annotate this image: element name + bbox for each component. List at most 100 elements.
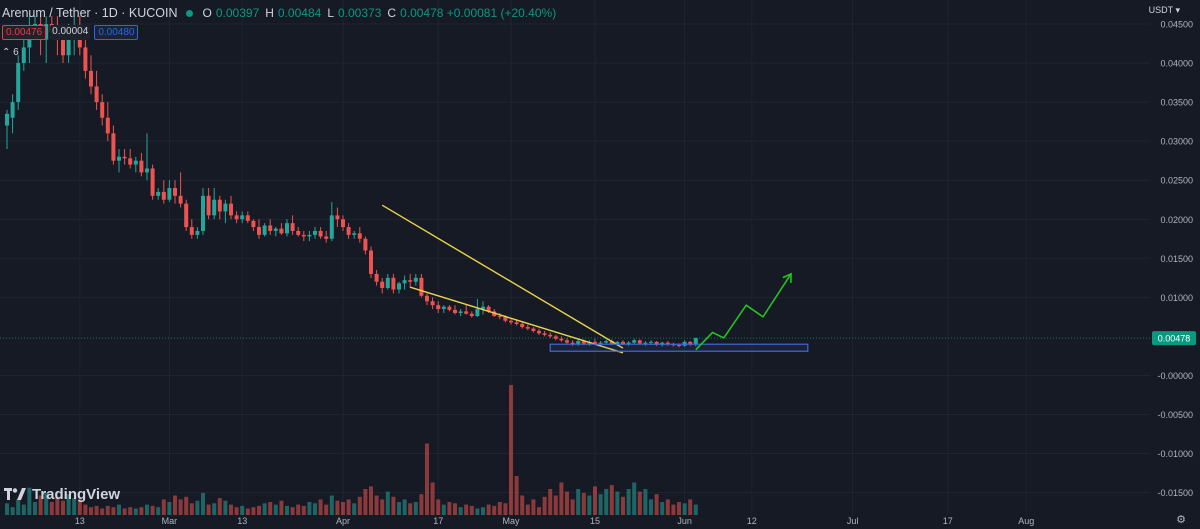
candle-body [167,188,172,200]
candle [374,270,379,286]
price-axis[interactable]: 0.04500 0.04000 0.03500 0.03000 0.02500 0.020… [1150,0,1200,529]
candle-body [514,322,519,324]
candle-body [173,188,177,196]
volume-bar [150,505,155,515]
volume-bar [128,507,133,515]
candle-body [576,341,581,345]
candle [268,219,273,235]
volume-bar [637,491,642,515]
candle-body [44,24,49,40]
support-zone [549,343,809,352]
currency-selector[interactable]: USDT ▾ [1149,5,1180,16]
candle-body [419,277,424,296]
volume-bar [346,499,351,515]
volume-bar [234,507,239,515]
candle [301,230,306,242]
volume-bar [626,489,631,515]
candle-body [212,199,217,216]
candle [100,94,105,126]
candle [509,319,513,325]
candle-body [352,233,357,235]
volume-bar [285,505,289,515]
volume-bar [447,502,452,515]
candle [548,332,553,338]
close-value: 0.00478 +0.00081 (+20.40%) [400,6,557,20]
volume-bar [105,505,110,515]
indicator-count: 6 [13,47,19,58]
candle [604,339,609,345]
volume-bar [509,385,513,515]
volume-bar [391,496,396,515]
candle [111,125,116,165]
candle-body [626,342,631,345]
volume-bar [492,505,497,515]
candle [212,188,217,220]
volume-bar [251,507,256,515]
candle-body [677,344,681,346]
candle-body [464,311,469,314]
time-axis[interactable]: 13 Mar 13 Apr 17 May 15 Jun 12 Jul 17 Aug [75,516,1034,526]
candle-body [268,225,273,231]
candle [441,305,446,313]
symbol-title[interactable]: Arenum / Tether · 1D · KUCOIN [2,6,178,20]
candle [16,55,21,110]
buy-button[interactable]: 0.00480 [94,25,139,40]
volume-bar [273,504,278,515]
candle-body [503,316,508,321]
indicator-toggle[interactable]: ⌃ 6 [2,47,19,58]
projection-path [695,273,792,351]
volume-bar [464,504,469,515]
sell-button[interactable]: 0.00476 [2,25,47,40]
candle-body [307,234,312,237]
last-price-label: 0.00478 [1158,334,1191,344]
candle-body [335,215,340,220]
volume-bar [122,508,127,515]
candle [245,211,250,224]
candle [234,211,239,224]
candle-body [10,102,15,118]
candle [201,188,205,235]
volume-bar [94,505,99,515]
y-tick-label: -0.01000 [1157,449,1193,459]
candle-body [156,191,161,196]
candle [189,219,194,239]
candle [195,227,200,239]
candle [570,340,575,346]
volume-bar [537,507,541,515]
volume-bar [77,499,82,515]
settings-gear-icon[interactable]: ⚙ [1176,514,1186,526]
candle-body [329,215,334,239]
x-tick-label: Mar [162,516,178,526]
x-tick-label: 17 [943,516,953,526]
volume-bar [363,489,368,515]
volume-bar [66,494,71,515]
volume-bar [665,499,670,515]
chevron-up-icon: ⌃ [2,47,11,58]
open-label: O [202,6,212,20]
candle-body [89,70,93,87]
volume-bar [38,495,43,515]
volume-bar [201,492,205,515]
volume-bar [654,494,659,515]
brand-logo[interactable]: TradingView [4,486,120,503]
volume-bar [570,499,575,515]
candle [419,273,424,298]
candle [654,341,659,346]
candle-body [100,102,105,118]
candle-body [318,230,323,237]
candle [565,337,569,345]
candle-body [201,195,205,231]
candle [481,301,485,315]
candle-body [189,227,194,235]
candle-body [240,215,245,220]
candle-body [553,336,558,339]
volume-bar [576,489,581,515]
candle-body [380,281,385,288]
volume-bar [195,500,200,515]
volume-bar [335,500,340,515]
candle-body [520,323,525,328]
volume-bar [542,496,547,515]
candle [290,215,295,235]
